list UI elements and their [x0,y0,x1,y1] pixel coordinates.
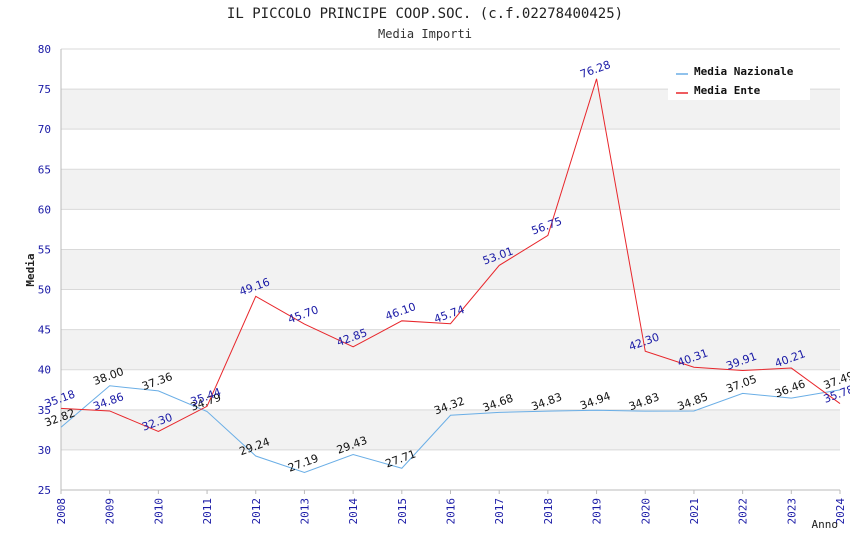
data-label-nazionale: 34.94 [578,390,612,413]
y-tick-label: 50 [38,284,51,297]
x-tick-label: 2015 [396,498,409,525]
legend: Media Nazionale Media Ente [668,58,810,100]
x-tick-label: 2020 [639,498,652,525]
data-label-nazionale: 27.19 [286,452,320,475]
y-tick-label: 30 [38,444,51,457]
y-tick-label: 55 [38,243,51,256]
x-tick-label: 2011 [201,498,214,525]
data-label-ente: 45.74 [432,303,466,326]
x-tick-label: 2010 [152,498,165,525]
x-axis-title: Anno [812,518,839,531]
y-tick-label: 45 [38,324,51,337]
y-tick-label: 65 [38,163,51,176]
legend-box [668,58,810,100]
chart-subtitle: Media Importi [378,27,472,41]
y-axis-title: Media [24,253,37,286]
x-tick-label: 2018 [542,498,555,525]
x-tick-label: 2017 [493,498,506,525]
data-label-nazionale: 37.36 [140,370,174,393]
grid-band [61,169,840,210]
data-label-ente: 56.75 [530,215,564,238]
x-tick-label: 2023 [785,498,798,525]
data-label-nazionale: 36.46 [773,377,807,400]
x-tick-label: 2014 [347,498,360,525]
chart-title: IL PICCOLO PRINCIPE COOP.SOC. (c.f.02278… [226,6,624,22]
series-line-media-nazionale [60,385,841,473]
grid-band [61,249,840,290]
data-label-nazionale: 27.71 [384,447,418,470]
x-tick-label: 2022 [737,498,750,525]
y-tick-label: 25 [38,484,51,497]
x-tick-label: 2008 [55,498,68,525]
legend-label: Media Ente [694,84,761,97]
grid-band [61,329,840,370]
y-tick-label: 80 [38,43,51,56]
data-label-nazionale: 37.05 [724,373,758,396]
data-label-ente: 76.28 [578,58,612,81]
x-tick-label: 2009 [104,498,117,525]
y-tick-label: 40 [38,364,51,377]
grid-band [61,409,840,450]
y-tick-label: 60 [38,203,51,216]
x-tick-label: 2012 [250,498,263,525]
y-tick-label: 35 [38,404,51,417]
y-tick-label: 75 [38,83,51,96]
x-tick-label: 2019 [591,498,604,525]
x-tick-label: 2013 [298,498,311,525]
y-tick-label: 70 [38,123,51,136]
x-tick-label: 2021 [688,498,701,525]
data-label-ente: 46.10 [384,300,418,323]
legend-label: Media Nazionale [694,65,794,78]
x-tick-label: 2016 [445,498,458,525]
series-line-media-ente [60,78,841,433]
x-tick-label: 2024 [834,498,847,525]
